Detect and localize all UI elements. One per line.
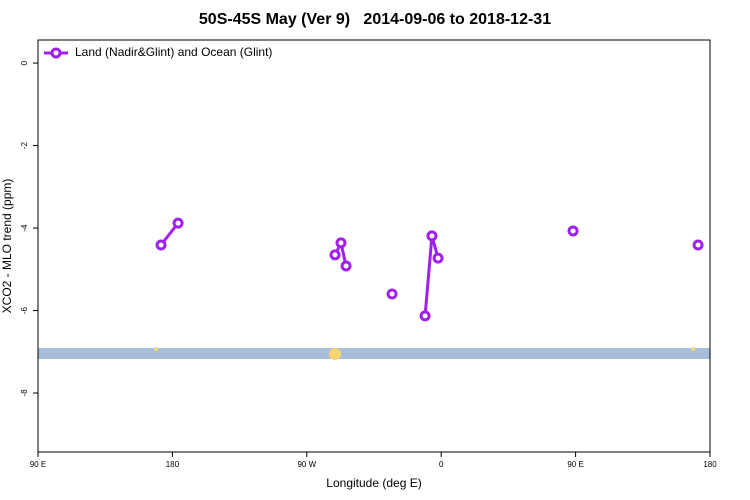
- land-band: [38, 348, 710, 359]
- y-tick-label: -8: [20, 389, 29, 397]
- x-tick-label: 180: [166, 460, 180, 469]
- legend-marker: [50, 47, 62, 59]
- y-tick-label: -6: [20, 306, 29, 314]
- point: [172, 217, 184, 229]
- x-tick-label: 90 E: [567, 460, 583, 469]
- y-tick-label: -4: [20, 224, 29, 232]
- x-tick-label: 90 W: [297, 460, 316, 469]
- chart-title: 50S-45S May (Ver 9) 2014-09-06 to 2018-1…: [199, 11, 551, 28]
- y-tick-label: -2: [20, 141, 29, 149]
- x-tick-label: 180: [703, 460, 717, 469]
- point: [155, 239, 167, 251]
- land-spot: [154, 347, 158, 351]
- legend-label: Land (Nadir&Glint) and Ocean (Glint): [75, 45, 272, 59]
- land-spot: [329, 348, 341, 360]
- x-axis-label: Longitude (deg E): [326, 476, 421, 490]
- point: [335, 237, 347, 249]
- point: [567, 225, 579, 237]
- x-tick-label: 90 E: [30, 460, 46, 469]
- point: [692, 239, 704, 251]
- point: [419, 310, 431, 322]
- plot-frame: [37, 39, 711, 453]
- point: [340, 260, 352, 272]
- point: [432, 252, 444, 264]
- point: [386, 288, 398, 300]
- point: [329, 249, 341, 261]
- point: [426, 230, 438, 242]
- y-tick-label: 0: [20, 60, 29, 65]
- y-axis-label: XCO2 - MLO trend (ppm): [0, 179, 14, 314]
- x-tick-label: 0: [439, 460, 444, 469]
- land-spot: [691, 347, 695, 351]
